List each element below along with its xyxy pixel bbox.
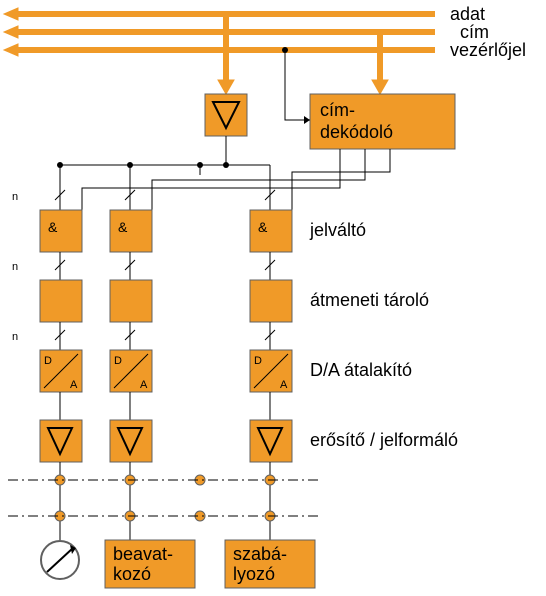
column-2: & D A [110, 162, 152, 540]
beavatkozo-block: beavat- kozó [105, 540, 195, 588]
svg-text:n: n [12, 331, 18, 343]
row-label-jelvalto: jelváltó [309, 220, 366, 240]
column-4: & D A [250, 165, 292, 540]
bus-lines [4, 8, 435, 56]
svg-text:D: D [254, 355, 262, 367]
control-thin-line [282, 47, 310, 124]
svg-text:kozó: kozó [113, 564, 151, 584]
svg-text:lyozó: lyozó [233, 564, 275, 584]
bus-label-data: adat [450, 4, 485, 24]
svg-text:cím-: cím- [320, 100, 355, 120]
svg-text:&: & [258, 219, 268, 235]
szabalyozo-block: szabá- lyozó [225, 540, 315, 588]
svg-text:&: & [118, 219, 128, 235]
bus-label-control: vezérlőjel [450, 40, 526, 60]
row-label-atmeneti: átmeneti tároló [310, 290, 429, 310]
decoder-outputs [82, 149, 390, 210]
svg-text:D: D [114, 355, 122, 367]
bus-label-address: cím [460, 22, 489, 42]
svg-text:dekódoló: dekódoló [320, 122, 393, 142]
svg-text:D: D [44, 355, 52, 367]
svg-text:beavat-: beavat- [113, 544, 173, 564]
top-buffer-block [205, 94, 247, 136]
svg-text:A: A [70, 379, 78, 391]
svg-text:n: n [12, 191, 18, 203]
decoder-block: cím- dekódoló [310, 94, 455, 149]
svg-text:A: A [280, 379, 288, 391]
svg-text:n: n [12, 261, 18, 273]
svg-text:A: A [140, 379, 148, 391]
column-gap [195, 162, 205, 521]
bus-down-arrows [218, 14, 388, 94]
row-label-erosito: erősítő / jelformáló [310, 430, 458, 450]
svg-text:szabá-: szabá- [233, 544, 287, 564]
svg-text:&: & [48, 219, 58, 235]
row-label-da: D/A átalakító [310, 360, 412, 380]
